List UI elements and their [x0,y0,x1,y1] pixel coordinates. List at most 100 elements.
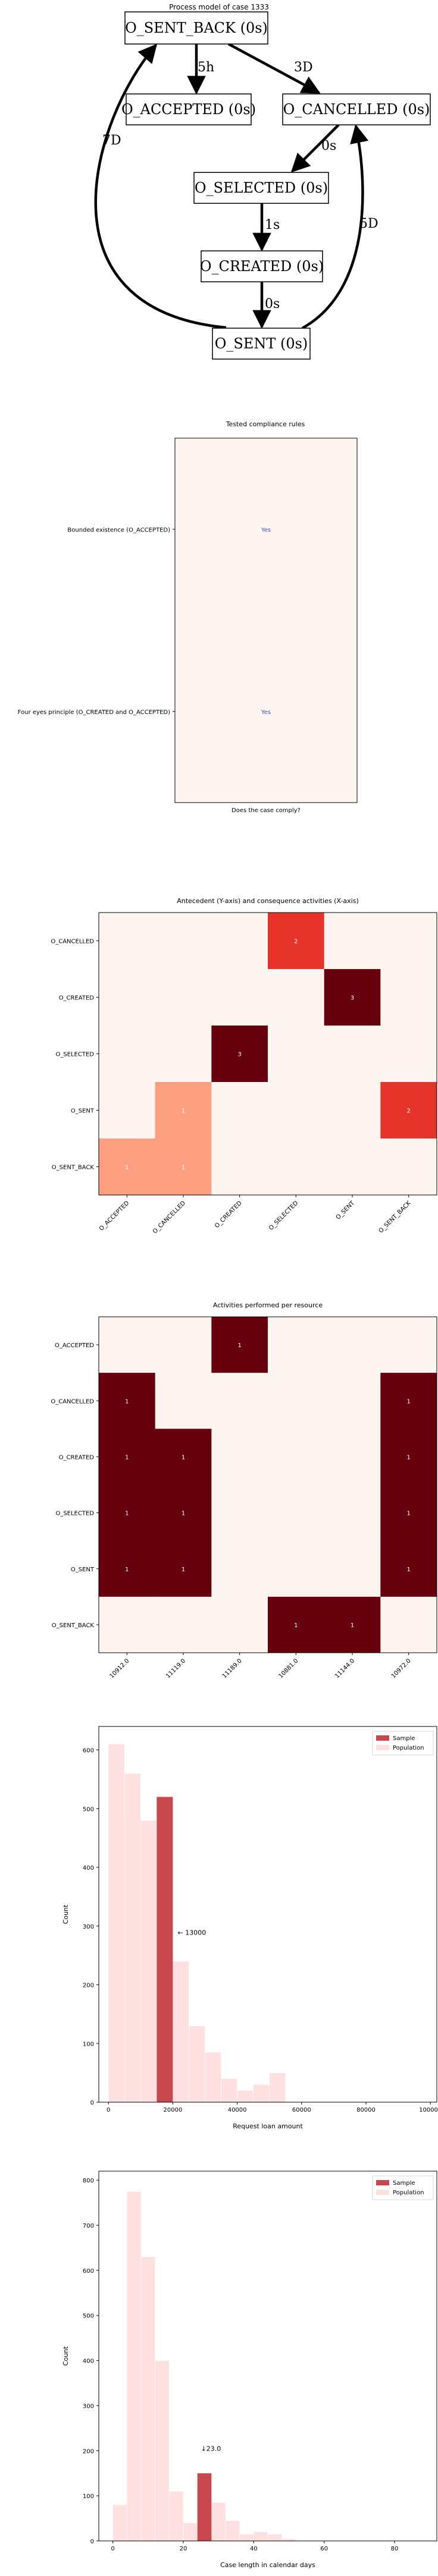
node-box-selected [193,172,329,204]
population-bar [173,1961,189,2103]
heatmap-cell [155,1026,212,1083]
y-tick-label: O_CREATED [59,1454,95,1461]
compliance-title: Tested compliance rules [226,420,305,428]
legend-label-sample: Sample [393,1735,415,1742]
population-bar [211,2502,226,2542]
heatmap-cell [155,1138,212,1196]
heatmap-title: Activities performed per resource [213,1301,323,1309]
antecedent-heatmap: Antecedent (Y-axis) and consequence acti… [51,897,437,1235]
heatmap-cell [268,1540,325,1597]
compliance-plot-area [174,438,358,803]
population-bar [237,2090,254,2103]
heatmap-cell [99,1540,156,1597]
population-bar [155,2360,170,2542]
x-tick-label: 80000 [356,2107,376,2113]
heatmap-cell [211,1317,268,1373]
heatmap-cell-label: 1 [182,1165,185,1171]
process-model-title: Process model of case 1333 [169,3,269,11]
heatmap-cell [155,969,212,1026]
y-tick-label: 0 [90,2539,94,2545]
x-tick-label: O_CANCELLED [152,1200,187,1235]
x-tick-label: 60000 [292,2107,311,2113]
heatmap-cell-label: 1 [125,1165,129,1171]
heatmap-cell [380,1373,437,1429]
population-bar [221,2078,237,2103]
legend-label-population: Population [393,2190,424,2196]
rule-label: Bounded existence (O_ACCEPTED) [67,527,170,533]
y-tick-label: 100 [83,2493,94,2500]
x-tick-label: 11119.0 [165,1657,187,1679]
antecedent-heatmap-panel: Antecedent (Y-axis) and consequence acti… [0,886,438,1272]
heatmap-cell [155,1540,212,1597]
y-tick-label: O_SELECTED [55,1052,94,1058]
heatmap-cell [211,1596,268,1653]
y-tick-label: 300 [83,2403,94,2410]
x-tick-label: 80 [391,2546,399,2552]
heatmap-cell [324,1082,381,1139]
y-tick-label: 700 [83,2223,94,2229]
edge-label-created-to-sent: 0s [265,297,280,312]
heatmap-cell [380,1540,437,1597]
heatmap-cell [268,1429,325,1485]
x-tick-label: 11144.0 [334,1657,356,1679]
heatmap-cell-label: 1 [125,1511,129,1517]
heatmap-cell-label: 3 [351,995,354,1002]
x-tick-label: 40 [250,2546,258,2552]
heatmap-cell [380,1429,437,1485]
legend-label-sample: Sample [393,2180,415,2187]
rule-result: Yes [261,527,271,533]
population-bar [253,2084,270,2103]
y-tick-label: 200 [83,1983,94,1989]
heatmap-cell-label: 1 [182,1567,185,1573]
y-tick-label: O_SENT_BACK [52,1165,95,1171]
x-tick-label: 0 [107,2107,110,2113]
heatmap-cell [211,1484,268,1542]
y-tick-label: O_SENT [71,1108,95,1115]
heatmap-cell [211,1373,268,1429]
edge-label-sent-back-to-cancelled: 3D [294,60,313,75]
heatmap-cell [268,1138,325,1196]
heatmap-cell [99,1317,156,1373]
legend-box [372,1731,434,1756]
heatmap-cell [99,1484,156,1542]
heatmap-cell [99,913,156,970]
edge-label-cancelled-to-selected: 0s [321,139,336,153]
sample-bar [197,2473,212,2541]
process-model-panel: Process model of case 1333 5h 3D 0s 1s 0s 7D 5… [0,0,438,380]
y-tick-label: 500 [83,2313,94,2320]
process-model-diagram: Process model of case 1333 5h 3D 0s 1s 0s 7D 5… [94,3,431,360]
heatmap-cell [380,1596,437,1653]
resource-heatmap-panel: Activities performed per resource 1 O_ACCE… [0,1296,438,1682]
heatmap-cell-label: 1 [351,1622,354,1629]
node-label-created: O_CREATED (0s) [200,258,324,275]
y-tick-label: O_SELECTED [55,1511,94,1517]
heatmap-cell-label: 1 [406,1454,410,1461]
heatmap-cell-label: 1 [125,1454,129,1461]
heatmap-cell [99,1373,156,1429]
heatmap-cell [268,969,325,1026]
node-label-sent: O_SENT (0s) [215,335,308,352]
population-bar [239,2534,254,2542]
population-bar [140,2256,155,2542]
heatmap-cell [380,913,437,970]
heatmap-cell-label: 1 [125,1567,129,1573]
node-box-accepted [126,93,252,125]
y-tick-label: 400 [83,2358,94,2365]
population-bar [269,2072,286,2103]
legend-swatch-sample [376,2180,389,2185]
heatmap-cell [155,913,212,970]
x-tick-label: 60 [320,2546,328,2552]
y-axis-label: Count [62,1904,70,1924]
heatmap-cell [99,1026,156,1083]
sample-annotation: ↓23.0 [201,2445,221,2452]
compliance-chart: Tested compliance rules Bounded existence… [18,420,358,814]
legend-swatch-sample [376,1735,389,1741]
heatmap-cell [380,1026,437,1083]
y-tick-label: O_ACCEPTED [55,1342,94,1349]
heatmap-cell [268,1082,325,1139]
heatmap-cell [324,1373,381,1429]
heatmap-cell-label: 1 [406,1567,410,1573]
edge-label-sent-to-sent-back: 7D [102,133,121,148]
